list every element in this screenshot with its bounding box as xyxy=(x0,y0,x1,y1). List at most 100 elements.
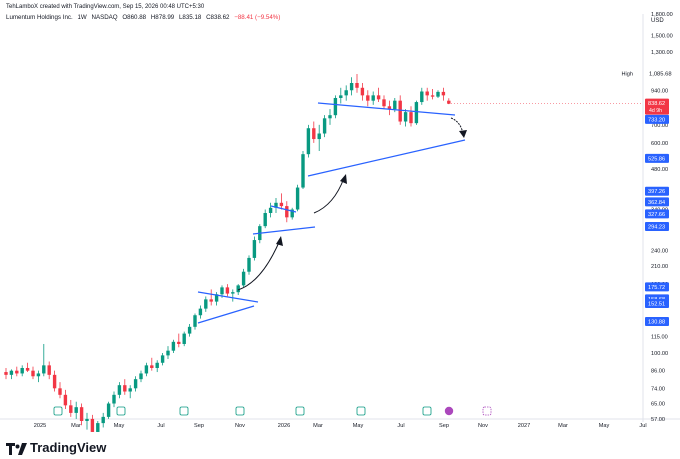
level-value: 327.66 xyxy=(648,212,665,218)
candle xyxy=(355,73,359,93)
candle-body xyxy=(52,374,57,389)
time-tick-label: 2027 xyxy=(518,423,530,429)
candle xyxy=(322,115,327,138)
candle xyxy=(231,289,235,302)
symbol-exchange: NASDAQ xyxy=(91,14,118,21)
ohlc-change: −88.41 (−9.54%) xyxy=(234,14,281,21)
candle xyxy=(128,385,132,399)
candle-body xyxy=(344,90,348,96)
level-value: 733.20 xyxy=(648,117,665,123)
marker-shape xyxy=(422,406,432,416)
currency-label: USD xyxy=(651,18,664,24)
candle-body xyxy=(306,128,311,155)
candle-body xyxy=(209,299,213,302)
candle-body xyxy=(268,207,273,214)
time-tick-label: 2026 xyxy=(278,423,290,429)
candle xyxy=(144,362,149,377)
candle-body xyxy=(85,418,89,421)
candle-body xyxy=(371,95,375,101)
candle xyxy=(177,333,181,348)
candle xyxy=(268,202,273,218)
earnings-icon xyxy=(179,406,189,416)
symbol-interval[interactable]: 1W xyxy=(77,14,87,21)
candle xyxy=(360,83,365,101)
candle-body xyxy=(252,240,257,258)
candle xyxy=(274,198,278,214)
level-tag xyxy=(645,221,669,231)
candle xyxy=(150,357,154,371)
candle xyxy=(187,324,192,337)
candle-body xyxy=(171,341,176,351)
candlestick-chart[interactable]: 2025 Mar May Jul Sep Nov 2026 Mar May Jul Sep Nov 20… xyxy=(0,0,680,432)
candle xyxy=(42,343,46,377)
candle-body xyxy=(279,202,284,207)
candle xyxy=(344,85,348,101)
candle xyxy=(9,369,14,380)
candle-body xyxy=(236,285,240,293)
candle-body xyxy=(20,367,24,374)
candle-body xyxy=(117,385,122,395)
earnings-icon xyxy=(356,406,366,416)
candle xyxy=(414,100,419,125)
candle-body xyxy=(366,95,370,101)
candle-body xyxy=(339,95,343,98)
brand-name[interactable]: TradingView xyxy=(30,440,107,455)
candle-body xyxy=(47,365,51,375)
candle-body xyxy=(441,91,446,96)
grid xyxy=(0,14,680,422)
candle-body xyxy=(204,299,208,309)
ohlc-open: O860.88 xyxy=(122,14,147,21)
candle xyxy=(63,389,68,410)
candle-body xyxy=(9,370,14,375)
earnings-icon xyxy=(235,406,245,416)
candle-body xyxy=(225,287,230,294)
level-tag xyxy=(645,209,669,219)
candle xyxy=(155,360,159,373)
candle xyxy=(349,77,354,96)
candle xyxy=(317,124,321,151)
level-value: 175.72 xyxy=(648,285,665,291)
time-tick-label: Jul xyxy=(639,423,646,429)
time-tick-label: Nov xyxy=(478,423,488,429)
candle-body xyxy=(398,100,402,122)
candle-body xyxy=(393,100,397,110)
high-label: High xyxy=(621,71,633,77)
candle xyxy=(74,401,78,419)
candle-body xyxy=(182,333,186,344)
level-value: 130.88 xyxy=(648,319,665,325)
price-tick-label: 65.00 xyxy=(651,402,665,408)
candle xyxy=(301,150,305,189)
tradingview-logo-icon xyxy=(6,443,27,455)
candle xyxy=(160,353,165,366)
price-tick-label: 1,300.00 xyxy=(651,50,673,56)
candle xyxy=(198,305,203,319)
candle xyxy=(425,87,429,101)
price-tick-label: 600.00 xyxy=(651,141,668,147)
candle-body xyxy=(144,365,149,374)
ohlc-high: H878.99 xyxy=(150,14,175,21)
candle xyxy=(214,292,219,306)
candle xyxy=(166,346,170,360)
candle-body xyxy=(58,388,62,395)
candle xyxy=(58,382,62,399)
candle-body xyxy=(312,128,316,140)
trendline xyxy=(270,205,297,213)
candle-body xyxy=(25,367,30,371)
candle-body xyxy=(285,206,289,218)
last-price-value: 838.62 xyxy=(648,101,665,107)
price-tick-label: 57.00 xyxy=(651,417,665,423)
candle xyxy=(247,255,251,275)
candle xyxy=(436,90,440,98)
arrow-head xyxy=(340,174,347,184)
candle-body xyxy=(193,315,197,327)
price-tick-label: 1,500.00 xyxy=(651,33,673,39)
symbol-name[interactable]: Lumentum Holdings Inc. xyxy=(6,14,73,21)
trendline xyxy=(197,291,259,303)
earnings-icon xyxy=(295,406,305,416)
candle xyxy=(366,90,370,107)
candle xyxy=(382,95,386,110)
candle-body xyxy=(101,416,105,424)
candle xyxy=(106,401,111,419)
candle xyxy=(117,382,122,399)
